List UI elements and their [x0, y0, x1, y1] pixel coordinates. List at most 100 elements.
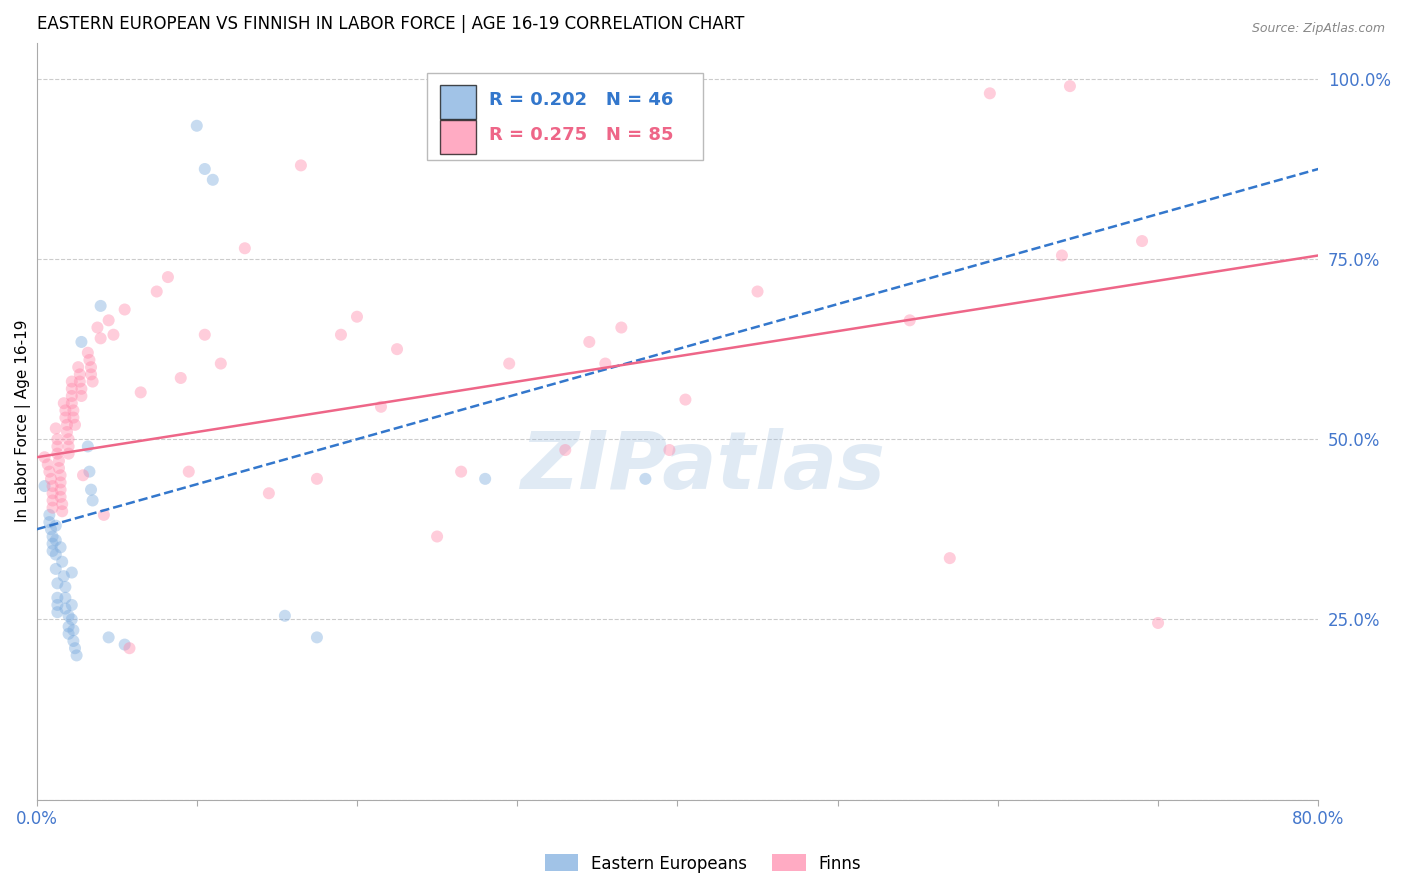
Point: [39, 522, 62, 536]
Text: ZIPatlas: ZIPatlas: [520, 427, 886, 506]
Point: [58, 432, 80, 446]
Point: [62, 403, 84, 417]
Point: [55, 601, 77, 615]
Text: EASTERN EUROPEAN VS FINNISH IN LABOR FORCE | AGE 16-19 CORRELATION CHART: EASTERN EUROPEAN VS FINNISH IN LABOR FOR…: [37, 15, 744, 33]
Point: [170, 371, 193, 385]
Point: [177, 465, 200, 479]
Point: [145, 285, 167, 299]
Point: [46, 439, 69, 453]
FancyBboxPatch shape: [427, 73, 703, 161]
Point: [979, 87, 1001, 101]
Point: [70, 382, 93, 396]
Point: [38, 465, 60, 479]
Point: [60, 396, 83, 410]
Point: [595, 357, 617, 371]
Point: [56, 425, 79, 439]
Point: [62, 410, 84, 425]
Point: [63, 417, 86, 432]
Point: [93, 508, 115, 522]
Point: [80, 368, 103, 382]
Point: [46, 605, 69, 619]
Point: [578, 334, 600, 349]
Point: [186, 119, 208, 133]
Point: [60, 375, 83, 389]
Point: [46, 447, 69, 461]
Point: [209, 357, 232, 371]
Point: [86, 320, 108, 334]
Point: [60, 566, 83, 580]
Point: [675, 392, 697, 407]
Point: [114, 638, 136, 652]
Point: [76, 439, 98, 453]
Text: R = 0.275   N = 85: R = 0.275 N = 85: [489, 126, 673, 145]
Point: [34, 479, 56, 493]
Point: [194, 327, 217, 342]
Point: [426, 529, 449, 543]
Point: [80, 483, 103, 497]
Point: [41, 529, 63, 543]
Point: [45, 421, 67, 435]
FancyBboxPatch shape: [440, 85, 477, 119]
Point: [90, 299, 112, 313]
FancyBboxPatch shape: [440, 120, 477, 154]
Point: [51, 497, 73, 511]
Point: [45, 548, 67, 562]
Point: [554, 443, 576, 458]
Point: [39, 472, 62, 486]
Point: [45, 533, 67, 547]
Point: [48, 461, 70, 475]
Point: [610, 320, 633, 334]
Text: R = 0.202   N = 46: R = 0.202 N = 46: [489, 91, 673, 109]
Point: [60, 382, 83, 396]
Point: [72, 468, 94, 483]
Point: [70, 334, 93, 349]
Legend: Eastern Europeans, Finns: Eastern Europeans, Finns: [538, 847, 868, 880]
Point: [41, 537, 63, 551]
Point: [60, 598, 83, 612]
Point: [305, 631, 328, 645]
Point: [1050, 248, 1073, 262]
Point: [41, 479, 63, 493]
Point: [46, 591, 69, 605]
Point: [49, 490, 72, 504]
Point: [56, 417, 79, 432]
Point: [51, 555, 73, 569]
Point: [82, 375, 104, 389]
Point: [62, 634, 84, 648]
Point: [55, 591, 77, 605]
Point: [49, 468, 72, 483]
Point: [70, 389, 93, 403]
Point: [45, 562, 67, 576]
Point: [201, 173, 224, 187]
Point: [103, 327, 125, 342]
Point: [80, 360, 103, 375]
Point: [45, 518, 67, 533]
Point: [290, 158, 312, 172]
Point: [498, 357, 520, 371]
Point: [38, 508, 60, 522]
Point: [194, 161, 217, 176]
Point: [46, 598, 69, 612]
Point: [156, 270, 179, 285]
Point: [82, 493, 104, 508]
Point: [76, 345, 98, 359]
Point: [41, 486, 63, 500]
Point: [129, 385, 152, 400]
Point: [90, 331, 112, 345]
Point: [1059, 79, 1081, 94]
Point: [41, 500, 63, 515]
Point: [450, 465, 472, 479]
Point: [67, 360, 90, 375]
Point: [118, 641, 141, 656]
Point: [58, 619, 80, 633]
Point: [257, 486, 280, 500]
Point: [346, 310, 368, 324]
Point: [97, 313, 120, 327]
Point: [49, 541, 72, 555]
Point: [274, 608, 297, 623]
Point: [305, 472, 328, 486]
Point: [898, 313, 921, 327]
Point: [60, 612, 83, 626]
Point: [65, 648, 87, 663]
Point: [55, 410, 77, 425]
